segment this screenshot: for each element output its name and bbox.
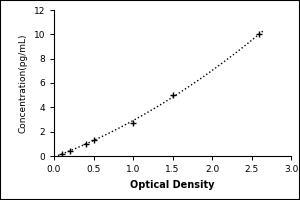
Y-axis label: Concentration(pg/mL): Concentration(pg/mL) <box>19 33 28 133</box>
X-axis label: Optical Density: Optical Density <box>130 180 215 190</box>
